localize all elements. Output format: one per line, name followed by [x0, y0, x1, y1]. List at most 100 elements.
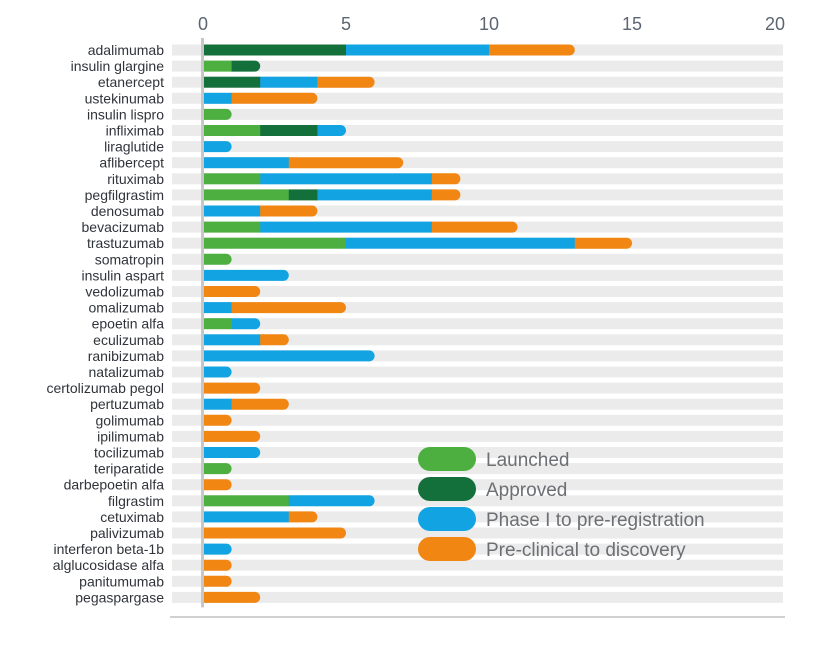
bar-pre-clinical-to-discovery [574, 237, 632, 249]
bar-phase-i-to-pre-registration [203, 398, 232, 410]
row-band [172, 350, 783, 362]
bar-phase-i-to-pre-registration [346, 237, 576, 249]
category-label: teriparatide [94, 461, 164, 477]
bar-phase-i-to-pre-registration [203, 205, 261, 217]
bar-launched [203, 463, 232, 475]
category-label: tocilizumab [94, 445, 164, 461]
bar-phase-i-to-pre-registration [203, 511, 290, 523]
bar-pre-clinical-to-discovery [288, 511, 318, 523]
category-label: palivizumab [90, 525, 164, 541]
row-band [172, 157, 783, 169]
x-tick-label: 0 [198, 14, 208, 34]
bar-phase-i-to-pre-registration [317, 189, 433, 201]
category-label: denosumab [91, 203, 164, 219]
row-band [172, 205, 783, 217]
row-band [172, 543, 783, 555]
bar-launched [203, 189, 290, 201]
category-label: filgrastim [108, 493, 164, 509]
category-label: omalizumab [89, 300, 165, 316]
row-band [172, 253, 783, 265]
bar-pre-clinical-to-discovery [203, 286, 261, 297]
bar-pre-clinical-to-discovery [431, 221, 518, 233]
bar-phase-i-to-pre-registration [231, 318, 261, 330]
category-label: pertuzumab [90, 396, 164, 412]
bar-phase-i-to-pre-registration [346, 44, 490, 56]
row-band [172, 479, 783, 491]
bar-phase-i-to-pre-registration [260, 76, 318, 88]
category-label: panitumumab [79, 573, 164, 589]
row-band [172, 575, 783, 587]
row-band [172, 463, 783, 475]
legend: Launched Approved Phase I to pre-registrat… [418, 447, 705, 561]
category-label: insulin aspart [82, 267, 165, 283]
bar-pre-clinical-to-discovery [231, 92, 318, 104]
bar-launched [203, 173, 261, 185]
bar-approved [231, 60, 261, 72]
bar-phase-i-to-pre-registration [203, 141, 232, 153]
bar-pre-clinical-to-discovery [431, 189, 461, 201]
bar-phase-i-to-pre-registration [203, 302, 232, 314]
category-label: insulin lispro [87, 106, 164, 122]
bar-phase-i-to-pre-registration [203, 543, 232, 555]
row-band [172, 430, 783, 442]
bar-pre-clinical-to-discovery [431, 173, 461, 185]
row-band [172, 591, 783, 603]
bar-launched [203, 253, 232, 265]
bar-phase-i-to-pre-registration [203, 350, 375, 362]
row-bands [172, 44, 783, 603]
row-band [172, 189, 783, 201]
bar-pre-clinical-to-discovery [231, 398, 289, 410]
bar-launched [203, 60, 232, 72]
bar-pre-clinical-to-discovery [203, 479, 232, 491]
row-band [172, 398, 783, 410]
bar-pre-clinical-to-discovery [203, 591, 261, 603]
category-label: liraglutide [104, 139, 164, 155]
category-label: natalizumab [89, 364, 165, 380]
row-band [172, 366, 783, 378]
bar-pre-clinical-to-discovery [260, 205, 318, 217]
row-band [172, 414, 783, 426]
bar-launched [203, 318, 232, 330]
category-label: cetuximab [100, 509, 164, 525]
category-label: vedolizumab [85, 284, 164, 300]
bar-phase-i-to-pre-registration [203, 157, 290, 169]
x-tick-label: 10 [479, 14, 499, 34]
category-label: eculizumab [93, 332, 164, 348]
legend-label-pre-clinical-to-discovery: Pre-clinical to discovery [486, 540, 686, 561]
legend-label-phase-i-to-pre-registration: Phase I to pre-registration [486, 510, 705, 531]
legend-swatch-launched [418, 447, 476, 471]
row-band [172, 527, 783, 539]
bar-phase-i-to-pre-registration [203, 269, 289, 281]
bar-pre-clinical-to-discovery [203, 430, 261, 442]
category-label: alglucosidase alfa [53, 557, 165, 573]
row-band [172, 511, 783, 523]
row-band [172, 334, 783, 346]
bar-pre-clinical-to-discovery [317, 76, 375, 88]
category-label: ipilimumab [97, 428, 164, 444]
category-label: darbepoetin alfa [64, 477, 165, 493]
x-tick-label: 15 [622, 14, 642, 34]
legend-label-approved: Approved [486, 480, 567, 501]
bar-phase-i-to-pre-registration [260, 173, 433, 185]
bar-launched [203, 221, 261, 233]
bar-pre-clinical-to-discovery [203, 382, 261, 394]
row-band [172, 76, 783, 88]
bar-phase-i-to-pre-registration [203, 366, 232, 378]
bar-pre-clinical-to-discovery [203, 575, 232, 587]
bar-pre-clinical-to-discovery [203, 559, 232, 571]
bar-launched [203, 495, 290, 507]
row-band [172, 447, 783, 458]
category-label: somatropin [95, 251, 164, 267]
legend-swatch-approved [418, 477, 476, 501]
category-label: trastuzumab [87, 235, 164, 251]
bar-launched [203, 108, 232, 120]
bar-launched [203, 237, 347, 249]
category-label: insulin glargine [71, 58, 165, 74]
bar-pre-clinical-to-discovery [489, 44, 575, 56]
row-band [172, 108, 783, 120]
category-label: infliximab [106, 123, 165, 139]
row-band [172, 302, 783, 314]
bar-approved [288, 189, 318, 201]
category-label: interferon beta-1b [53, 541, 164, 557]
